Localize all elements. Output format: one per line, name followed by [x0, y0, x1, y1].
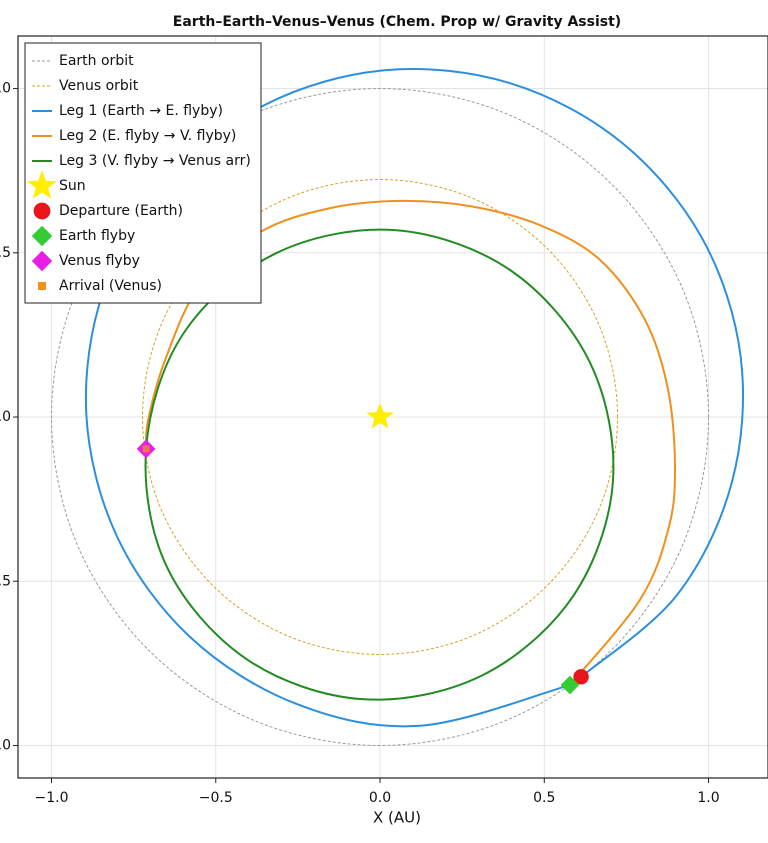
y-tick-label: −1.0 — [0, 737, 11, 753]
circle-marker — [573, 669, 589, 685]
legend-label: Earth flyby — [59, 228, 135, 244]
y-tick-label: −0.5 — [0, 573, 11, 589]
legend-label: Departure (Earth) — [59, 203, 183, 219]
plot-area — [51, 68, 745, 746]
x-tick-label: 1.0 — [697, 790, 719, 806]
diamond-marker — [31, 225, 53, 247]
y-tick-label: 1.0 — [0, 81, 11, 97]
trajectory-line — [144, 228, 615, 701]
trajectory-line — [84, 68, 745, 728]
circle-marker — [33, 202, 51, 220]
legend-label: Venus flyby — [59, 253, 140, 269]
square-marker — [142, 445, 150, 453]
plot-frame — [17, 35, 768, 779]
star-marker — [27, 170, 57, 199]
legend-label: Sun — [59, 178, 86, 194]
trajectory-line — [142, 179, 619, 655]
chart-title: Earth–Earth–Venus–Venus (Chem. Prop w/ G… — [173, 14, 621, 30]
legend: Earth orbit Venus orbit Leg 1 (Earth → E. … — [24, 42, 262, 304]
diamond-marker — [31, 250, 53, 272]
y-tick-label: 0.5 — [0, 245, 11, 261]
legend-label: Leg 3 (V. flyby → Venus arr) — [59, 153, 251, 169]
y-tick-label: 0.0 — [0, 409, 11, 425]
diamond-marker — [560, 675, 580, 695]
legend-label: Venus orbit — [59, 78, 139, 94]
x-tick-label: 0.0 — [369, 790, 391, 806]
trajectory-line — [51, 88, 710, 746]
legend-label: Leg 1 (Earth → E. flyby) — [59, 103, 223, 119]
star-marker — [366, 402, 394, 429]
x-tick-label: −0.5 — [199, 790, 233, 806]
legend-label: Leg 2 (E. flyby → V. flyby) — [59, 128, 236, 144]
ticks: −1.0 −0.5 0.0 0.5 1.0 −1.0 −0.5 0.0 0.5 1.0 — [0, 81, 720, 806]
x-tick-label: 0.5 — [533, 790, 555, 806]
legend-label: Earth orbit — [59, 53, 134, 69]
x-axis-label: X (AU) — [373, 809, 421, 827]
square-marker — [38, 282, 46, 290]
legend-box — [24, 42, 262, 304]
x-tick-label: −1.0 — [35, 790, 69, 806]
trajectory-line — [145, 199, 677, 686]
legend-label: Arrival (Venus) — [59, 278, 162, 294]
